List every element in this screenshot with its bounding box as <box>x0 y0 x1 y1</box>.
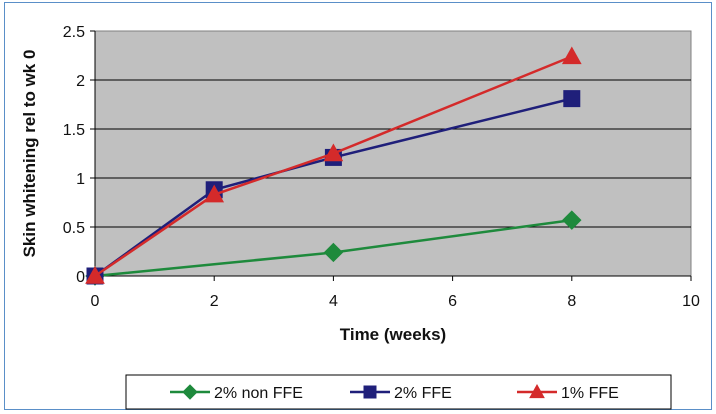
x-axis-title: Time (weeks) <box>340 325 446 344</box>
legend-marker <box>363 385 377 399</box>
y-tick-label: 1 <box>76 171 85 188</box>
x-tick-label: 4 <box>329 293 338 310</box>
line-chart: 0 0.5 1 1.5 2 2.5 0 2 4 6 8 10 Time (weeks) Skin wh… <box>20 24 700 410</box>
y-tick-label: 1.5 <box>63 122 85 139</box>
plot-area <box>94 30 692 277</box>
x-tick-label: 0 <box>91 293 100 310</box>
y-tick-label: 0 <box>76 269 85 286</box>
legend-marker <box>529 383 545 399</box>
x-tick-label: 2 <box>210 293 219 310</box>
data-point <box>561 46 582 65</box>
legend-label: 2% FFE <box>394 385 452 402</box>
data-point <box>85 265 105 284</box>
data-point <box>323 242 344 263</box>
legend-label: 2% non FFE <box>214 385 303 402</box>
legend-marker <box>182 384 198 400</box>
legend-item: 2% FFE <box>350 385 452 402</box>
x-tick-label: 6 <box>448 293 457 310</box>
y-tick-label: 0.5 <box>63 220 85 237</box>
series-line <box>94 218 572 278</box>
data-point <box>323 143 344 162</box>
chart-frame: 0 0.5 1 1.5 2 2.5 0 2 4 6 8 10 Time (weeks) Skin wh… <box>4 2 712 410</box>
data-point <box>563 90 581 108</box>
x-tick-label: 10 <box>682 293 700 310</box>
y-tick-label: 2 <box>76 73 85 90</box>
data-point <box>204 184 225 203</box>
legend-box <box>125 374 672 410</box>
series-layer <box>85 46 582 286</box>
legend-item: 1% FFE <box>517 383 619 402</box>
y-axis-title: Skin whitening rel to wk 0 <box>20 50 39 258</box>
tick-labels: 0 0.5 1 1.5 2 2.5 0 2 4 6 8 10 <box>63 24 700 310</box>
legend-item: 2% non FFE <box>170 384 303 402</box>
series-line <box>94 55 573 278</box>
series-1-ffe <box>85 46 582 284</box>
legend: 2% non FFE 2% FFE 1% FFE <box>125 374 672 410</box>
x-tick-label: 8 <box>567 293 576 310</box>
y-tick-label: 2.5 <box>63 24 85 41</box>
legend-label: 1% FFE <box>561 385 619 402</box>
data-point <box>562 210 582 230</box>
